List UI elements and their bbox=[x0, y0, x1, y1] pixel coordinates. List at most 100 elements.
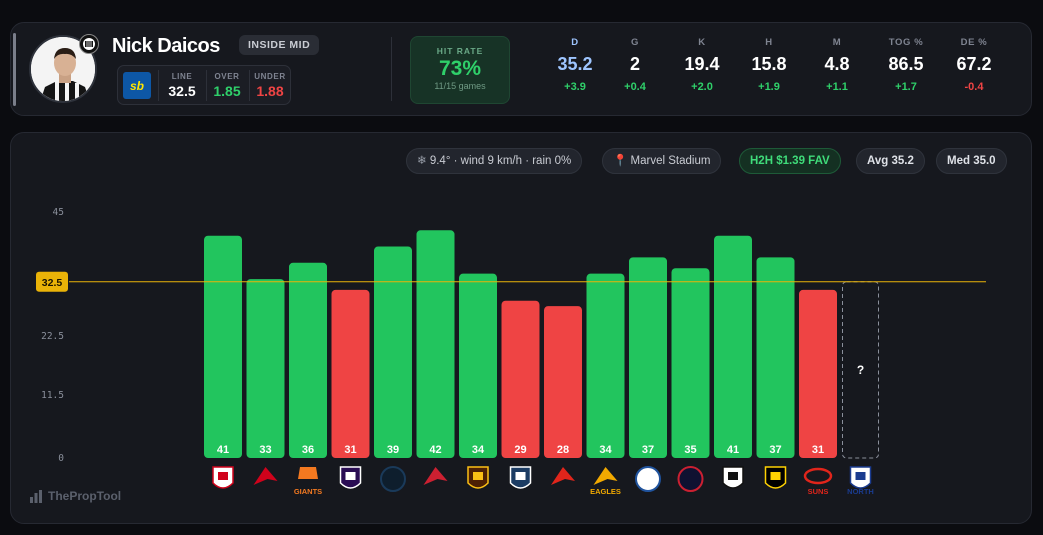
port-logo-icon-mark bbox=[728, 472, 738, 480]
stat-tog[interactable]: TOG % 86.5 +1.7 bbox=[875, 37, 937, 93]
over-odds: 1.85 bbox=[213, 83, 241, 99]
bars-logo-icon bbox=[30, 490, 42, 503]
bar bbox=[374, 246, 412, 458]
stat-label: H bbox=[765, 37, 773, 48]
bar-value-label: 33 bbox=[259, 444, 271, 456]
bar-value-label: 34 bbox=[599, 444, 612, 456]
eagles-logo-icon bbox=[593, 467, 618, 485]
bar bbox=[204, 235, 242, 458]
bar-value-label: 41 bbox=[727, 444, 739, 456]
line-column: LINE 32.5 bbox=[160, 66, 204, 104]
bar bbox=[544, 306, 582, 458]
average-pill: Avg 35.2 bbox=[856, 148, 925, 174]
divider bbox=[206, 70, 207, 101]
brand-name: ThePropTool bbox=[48, 489, 122, 503]
betting-line-box[interactable]: sb LINE 32.5 OVER 1.85 UNDER 1.88 bbox=[117, 65, 291, 105]
venue-text: Marvel Stadium bbox=[630, 155, 711, 167]
stat-value: 19.4 bbox=[684, 54, 720, 74]
stat-k[interactable]: K 19.4 +2.0 bbox=[671, 37, 733, 93]
y-tick-label: 0 bbox=[58, 453, 64, 464]
snowflake-icon: ❄ bbox=[417, 155, 427, 167]
stat-label: DE % bbox=[960, 37, 988, 48]
under-column[interactable]: UNDER 1.88 bbox=[249, 66, 291, 104]
weather-text: 9.4° · wind 9 km/h · rain 0% bbox=[429, 155, 572, 167]
fremantle-logo-icon-mark bbox=[345, 472, 356, 480]
line-value: 32.5 bbox=[168, 83, 196, 99]
divider bbox=[391, 37, 392, 101]
bar bbox=[246, 279, 285, 458]
stat-g[interactable]: G 2 +0.4 bbox=[604, 37, 666, 93]
weather-pill: ❄ 9.4° · wind 9 km/h · rain 0% bbox=[406, 148, 583, 174]
bar-value-label: 31 bbox=[812, 444, 824, 456]
bar-value-label: 37 bbox=[769, 444, 781, 456]
divider bbox=[249, 70, 250, 101]
stat-m[interactable]: M 4.8 +1.1 bbox=[806, 37, 868, 93]
bar bbox=[289, 262, 327, 458]
bar bbox=[799, 289, 837, 458]
stat-h[interactable]: H 15.8 +1.9 bbox=[738, 37, 800, 93]
venue-pill[interactable]: 📍 Marvel Stadium bbox=[602, 148, 722, 174]
over-column[interactable]: OVER 1.85 bbox=[206, 66, 248, 104]
divider bbox=[158, 70, 159, 101]
stat-value: 15.8 bbox=[751, 54, 787, 74]
sydney-logo-icon bbox=[551, 467, 575, 485]
disposals-chart-card: ❄ 9.4° · wind 9 km/h · rain 0% 📍 Marvel … bbox=[10, 132, 1032, 524]
under-odds: 1.88 bbox=[256, 83, 284, 99]
bar-value-label: 37 bbox=[642, 444, 654, 456]
stat-delta: +1.7 bbox=[895, 81, 917, 93]
disposals-bar-chart: 45 22.5 11.5 0 41 33 36 31 39 42 34 29 28 34 37 35 41 37 3… bbox=[36, 207, 986, 496]
team-logo-text: SUNS bbox=[808, 487, 829, 496]
bar-value-label: 28 bbox=[557, 444, 569, 456]
h2h-odds-pill[interactable]: H2H $1.39 FAV bbox=[739, 148, 841, 174]
team-logo-text: NORTH bbox=[847, 487, 874, 496]
adelaide-logo-icon bbox=[253, 467, 278, 485]
stat-d[interactable]: D 35.2 +3.9 bbox=[544, 37, 606, 93]
carlton-logo-icon bbox=[380, 466, 406, 492]
y-tick-label: 11.5 bbox=[41, 390, 64, 401]
melbourne-logo-icon bbox=[677, 466, 704, 492]
bar-value-label: 39 bbox=[387, 444, 399, 456]
stat-value: 86.5 bbox=[888, 54, 924, 74]
stat-label: K bbox=[698, 37, 706, 48]
bar bbox=[714, 235, 752, 458]
position-badge: INSIDE MID bbox=[239, 35, 320, 55]
bar-value-label: 29 bbox=[514, 444, 526, 456]
bulldogs-logo-icon bbox=[635, 466, 661, 492]
player-name: Nick Daicos bbox=[112, 35, 220, 57]
suns-logo-icon bbox=[803, 467, 833, 485]
hit-rate-value: 73% bbox=[438, 57, 482, 80]
north-logo-icon-mark bbox=[855, 472, 866, 480]
y-tick-label: 45 bbox=[53, 207, 64, 218]
stat-delta: +1.1 bbox=[826, 81, 848, 93]
line-label: LINE bbox=[171, 72, 193, 81]
bar bbox=[586, 273, 625, 458]
bar bbox=[459, 273, 497, 458]
bar bbox=[629, 257, 667, 458]
median-pill: Med 35.0 bbox=[936, 148, 1007, 174]
brand-logo: ThePropTool bbox=[29, 489, 121, 503]
bar bbox=[416, 230, 455, 458]
line-threshold-badge bbox=[36, 271, 68, 292]
location-pin-icon: 📍 bbox=[613, 155, 628, 167]
stat-de[interactable]: DE % 67.2 -0.4 bbox=[943, 37, 1005, 93]
stat-value: 67.2 bbox=[956, 54, 992, 74]
bar bbox=[331, 289, 370, 458]
bar-value-label: 41 bbox=[217, 444, 229, 456]
stat-label: D bbox=[571, 37, 579, 48]
stat-label: G bbox=[631, 37, 639, 48]
bar-value-label: 35 bbox=[684, 444, 696, 456]
bar bbox=[671, 268, 710, 458]
essendon-logo-icon bbox=[423, 467, 448, 485]
hit-rate-games: 11/15 games bbox=[434, 81, 486, 91]
stat-delta: +2.0 bbox=[691, 81, 713, 93]
stat-label: M bbox=[832, 37, 842, 48]
stat-delta: +0.4 bbox=[624, 81, 646, 93]
stat-value: 2 bbox=[629, 54, 640, 74]
accent-bar bbox=[13, 33, 16, 106]
bar-value-label: 42 bbox=[429, 444, 441, 456]
hit-rate-label: HIT RATE bbox=[436, 46, 484, 56]
hawthorn-logo-icon-mark bbox=[473, 472, 483, 480]
sportsbet-logo-icon: sb bbox=[123, 72, 151, 99]
stat-delta: -0.4 bbox=[964, 81, 984, 93]
under-label: UNDER bbox=[254, 72, 286, 81]
